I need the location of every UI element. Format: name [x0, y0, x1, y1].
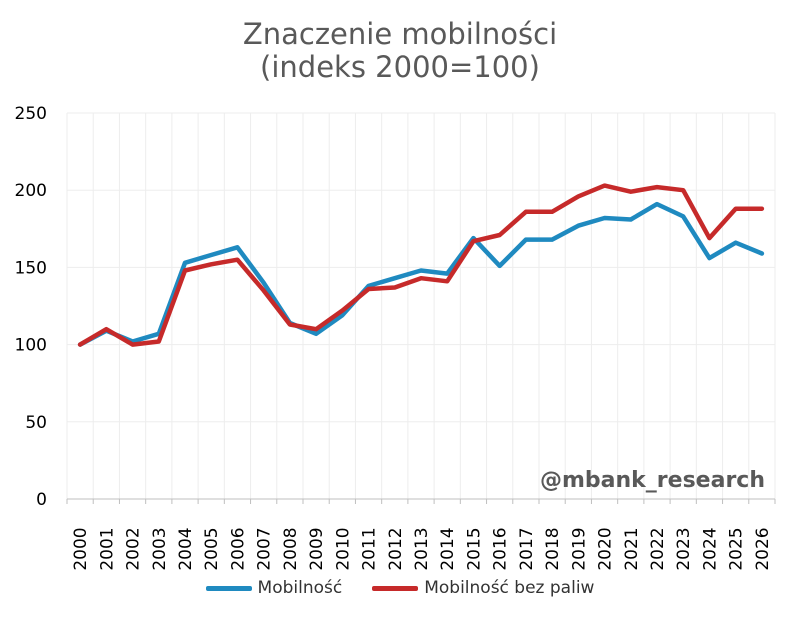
watermark: @mbank_research: [540, 468, 765, 493]
x-tick-label: 2001: [97, 527, 117, 570]
legend-item-mobilnosc-bez-paliw: Mobilność bez paliw: [372, 578, 594, 598]
y-tick-label: 0: [36, 490, 47, 510]
x-tick-label: 2006: [228, 527, 248, 570]
legend-item-mobilnosc: Mobilność: [205, 578, 343, 598]
x-tick-label: 2022: [648, 527, 668, 570]
x-tick-label: 2007: [255, 527, 275, 570]
series-line-1: [77, 183, 765, 347]
x-tick-label: 2026: [753, 527, 773, 570]
y-tick-label: 250: [15, 104, 47, 124]
x-tick-label: 2019: [569, 527, 589, 570]
x-tick-label: 2013: [412, 527, 432, 570]
x-tick-label: 2004: [176, 527, 196, 570]
x-tick-label: 2023: [674, 527, 694, 570]
chart-title-line1: Znaczenie mobilności: [242, 17, 558, 51]
x-tick-label: 2017: [517, 527, 537, 570]
x-tick-label: 2025: [727, 527, 747, 570]
x-tick-label: 2015: [464, 527, 484, 570]
y-tick-label: 150: [15, 258, 47, 278]
series-lines: [77, 183, 765, 347]
x-tick-label: 2012: [386, 527, 406, 570]
legend-swatch-mobilnosc: [205, 585, 252, 591]
y-axis: 0 50 100 150 200 250: [15, 104, 47, 510]
x-axis: 2000 2001 2002 2003 2004 2005 2006 2007 2008 2009…: [66, 498, 776, 571]
x-tick-label: 2009: [307, 527, 327, 570]
x-tick-label: 2005: [202, 527, 222, 570]
x-tick-label: 2020: [596, 527, 616, 570]
y-tick-label: 50: [25, 413, 47, 433]
x-tick-label: 2010: [333, 527, 353, 570]
x-tick-label: 2014: [438, 527, 458, 570]
grid: [66, 112, 776, 499]
legend-swatch-mobilnosc-bez-paliw: [372, 585, 419, 591]
x-tick-label: 2002: [124, 527, 144, 570]
y-tick-label: 200: [15, 181, 47, 201]
x-tick-label: 2024: [700, 527, 720, 570]
series-line-0: [77, 201, 765, 347]
x-tick-label: 2008: [281, 527, 301, 570]
legend-label-mobilnosc: Mobilność: [257, 578, 343, 598]
x-tick-label: 2000: [71, 527, 91, 570]
legend-label-mobilnosc-bez-paliw: Mobilność bez paliw: [424, 578, 595, 598]
legend: Mobilność Mobilność bez paliw: [0, 578, 800, 598]
y-tick-label: 100: [15, 336, 47, 356]
x-tick-label: 2018: [543, 527, 563, 570]
chart-title-line2: (indeks 2000=100): [260, 50, 540, 84]
x-tick-label: 2003: [150, 527, 170, 570]
x-tick-label: 2021: [622, 527, 642, 570]
x-tick-label: 2011: [360, 527, 380, 570]
x-tick-label: 2016: [491, 527, 511, 570]
chart-title: Znaczenie mobilności (indeks 2000=100): [0, 18, 800, 84]
